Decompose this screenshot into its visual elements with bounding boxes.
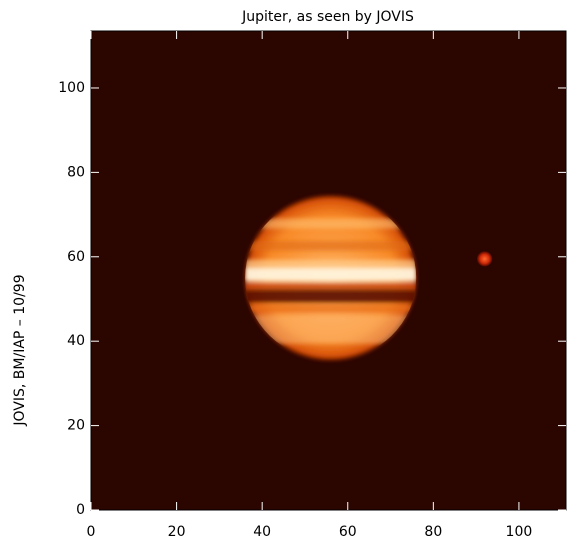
x-tick-label: 40 <box>253 524 271 540</box>
y-axis-label: JOVIS, BM/IAP – 10/99 <box>12 274 28 426</box>
y-tick-label: 0 <box>76 502 85 518</box>
planet <box>245 195 417 361</box>
y-tick-label: 100 <box>58 80 85 96</box>
band <box>245 218 417 229</box>
band <box>245 289 417 303</box>
band <box>245 240 417 251</box>
planet-bands <box>245 218 417 344</box>
y-tick-label: 20 <box>67 418 85 434</box>
x-tick-label: 0 <box>87 524 96 540</box>
y-tick-label: 60 <box>67 249 85 265</box>
band <box>245 282 417 290</box>
x-tick-label: 60 <box>339 524 357 540</box>
band <box>245 259 417 269</box>
y-tick-label: 40 <box>67 333 85 349</box>
band <box>245 314 417 344</box>
y-tick-label: 80 <box>67 164 85 180</box>
band <box>245 268 417 282</box>
chart-title: Jupiter, as seen by JOVIS <box>241 9 414 25</box>
x-tick-label: 100 <box>506 524 533 540</box>
moon <box>476 251 493 267</box>
x-tick-label: 80 <box>424 524 442 540</box>
plot-frame <box>90 30 567 511</box>
band <box>245 304 417 313</box>
x-tick-label: 20 <box>168 524 186 540</box>
